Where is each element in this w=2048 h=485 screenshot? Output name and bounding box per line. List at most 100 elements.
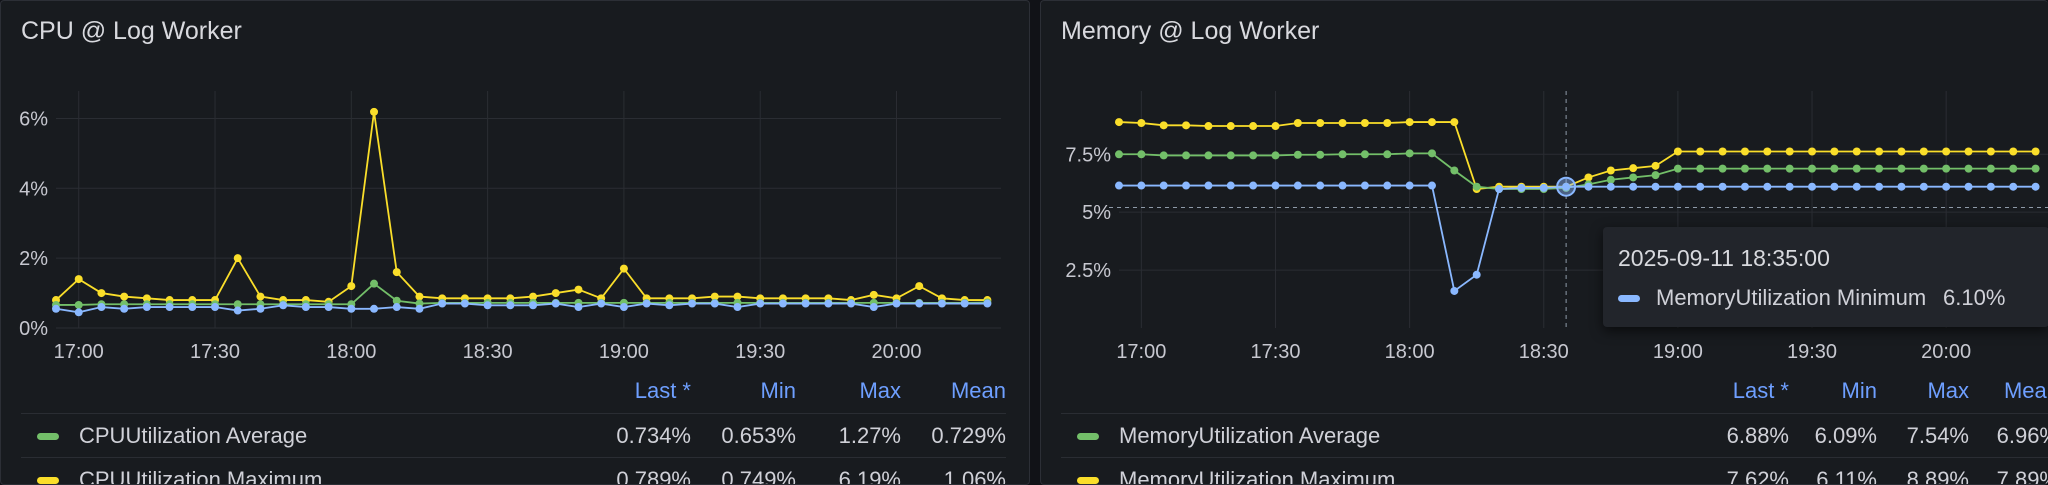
legend-col-min[interactable]: Min	[760, 378, 796, 403]
data-point[interactable]	[1696, 182, 1705, 191]
data-point[interactable]	[347, 282, 356, 291]
data-point[interactable]	[983, 299, 992, 308]
data-point[interactable]	[1919, 147, 1928, 156]
data-point[interactable]	[1606, 175, 1615, 184]
data-point[interactable]	[778, 299, 787, 308]
data-point[interactable]	[1808, 164, 1817, 173]
data-point[interactable]	[2009, 164, 2018, 173]
data-point[interactable]	[1964, 164, 1973, 173]
data-point[interactable]	[597, 299, 606, 308]
data-point[interactable]	[233, 254, 242, 263]
data-point[interactable]	[1249, 122, 1258, 131]
data-point[interactable]	[1629, 164, 1638, 173]
data-point[interactable]	[97, 289, 106, 298]
data-point[interactable]	[1338, 119, 1347, 128]
data-point[interactable]	[1226, 151, 1235, 160]
data-point[interactable]	[1562, 182, 1571, 191]
data-point[interactable]	[1293, 150, 1302, 159]
data-point[interactable]	[506, 301, 515, 310]
data-point[interactable]	[2031, 164, 2040, 173]
data-point[interactable]	[1808, 147, 1817, 156]
legend-col-min[interactable]: Min	[1841, 378, 1877, 403]
data-point[interactable]	[1673, 182, 1682, 191]
data-point[interactable]	[1897, 147, 1906, 156]
data-point[interactable]	[1115, 181, 1123, 190]
data-point[interactable]	[551, 299, 560, 308]
data-point[interactable]	[1204, 122, 1213, 131]
data-point[interactable]	[233, 306, 242, 315]
data-point[interactable]	[256, 292, 265, 301]
data-point[interactable]	[1450, 286, 1459, 295]
data-point[interactable]	[1249, 181, 1258, 190]
data-point[interactable]	[1785, 147, 1794, 156]
data-point[interactable]	[142, 294, 151, 303]
data-point[interactable]	[1852, 164, 1861, 173]
data-point[interactable]	[574, 303, 583, 312]
data-point[interactable]	[233, 300, 242, 309]
data-point[interactable]	[2009, 182, 2018, 191]
data-point[interactable]	[1226, 181, 1235, 190]
data-point[interactable]	[710, 292, 719, 301]
data-point[interactable]	[438, 299, 447, 308]
data-point[interactable]	[1182, 151, 1191, 160]
data-point[interactable]	[529, 292, 538, 301]
data-point[interactable]	[1517, 183, 1526, 192]
data-point[interactable]	[1919, 182, 1928, 191]
legend-col-mean[interactable]: Mean	[950, 378, 1006, 403]
data-point[interactable]	[370, 279, 379, 288]
data-point[interactable]	[1159, 181, 1168, 190]
data-point[interactable]	[1360, 119, 1369, 128]
data-point[interactable]	[619, 264, 628, 273]
data-point[interactable]	[1718, 147, 1727, 156]
data-point[interactable]	[1316, 119, 1325, 128]
data-point[interactable]	[1718, 182, 1727, 191]
data-point[interactable]	[710, 299, 719, 308]
data-point[interactable]	[1986, 182, 1995, 191]
data-point[interactable]	[370, 107, 379, 116]
data-point[interactable]	[1137, 119, 1146, 128]
data-point[interactable]	[1875, 164, 1884, 173]
data-point[interactable]	[1897, 182, 1906, 191]
data-point[interactable]	[165, 303, 174, 312]
data-point[interactable]	[392, 296, 401, 305]
data-point[interactable]	[211, 303, 220, 312]
data-point[interactable]	[324, 303, 333, 312]
data-point[interactable]	[1651, 161, 1660, 170]
data-point[interactable]	[1673, 147, 1682, 156]
data-point[interactable]	[1316, 181, 1325, 190]
data-point[interactable]	[1673, 164, 1682, 173]
data-point[interactable]	[1115, 118, 1123, 127]
legend-col-last[interactable]: Last *	[1732, 378, 1789, 403]
data-point[interactable]	[1964, 182, 1973, 191]
legend-row[interactable]: CPUUtilization Maximum 0.789% 0.749% 6.1…	[21, 457, 1006, 484]
data-point[interactable]	[1383, 150, 1392, 159]
data-point[interactable]	[97, 303, 106, 312]
data-point[interactable]	[1427, 118, 1436, 127]
data-point[interactable]	[1427, 181, 1436, 190]
data-point[interactable]	[960, 299, 969, 308]
data-point[interactable]	[1875, 147, 1884, 156]
data-point[interactable]	[892, 299, 901, 308]
data-point[interactable]	[1405, 149, 1414, 158]
panel-title[interactable]: CPU @ Log Worker	[21, 17, 242, 45]
data-point[interactable]	[869, 303, 878, 312]
data-point[interactable]	[619, 303, 628, 312]
data-point[interactable]	[1450, 118, 1459, 127]
data-point[interactable]	[937, 299, 946, 308]
data-point[interactable]	[1740, 147, 1749, 156]
data-point[interactable]	[1427, 149, 1436, 158]
data-point[interactable]	[1293, 119, 1302, 128]
legend-col-last[interactable]: Last *	[634, 378, 691, 403]
data-point[interactable]	[1986, 147, 1995, 156]
data-point[interactable]	[1115, 150, 1123, 159]
data-point[interactable]	[1986, 164, 1995, 173]
data-point[interactable]	[1271, 151, 1280, 160]
data-point[interactable]	[1852, 147, 1861, 156]
data-point[interactable]	[1875, 182, 1884, 191]
data-point[interactable]	[460, 299, 469, 308]
data-point[interactable]	[574, 285, 583, 294]
data-point[interactable]	[847, 299, 856, 308]
data-point[interactable]	[1293, 181, 1302, 190]
data-point[interactable]	[1718, 164, 1727, 173]
data-point[interactable]	[665, 301, 674, 310]
